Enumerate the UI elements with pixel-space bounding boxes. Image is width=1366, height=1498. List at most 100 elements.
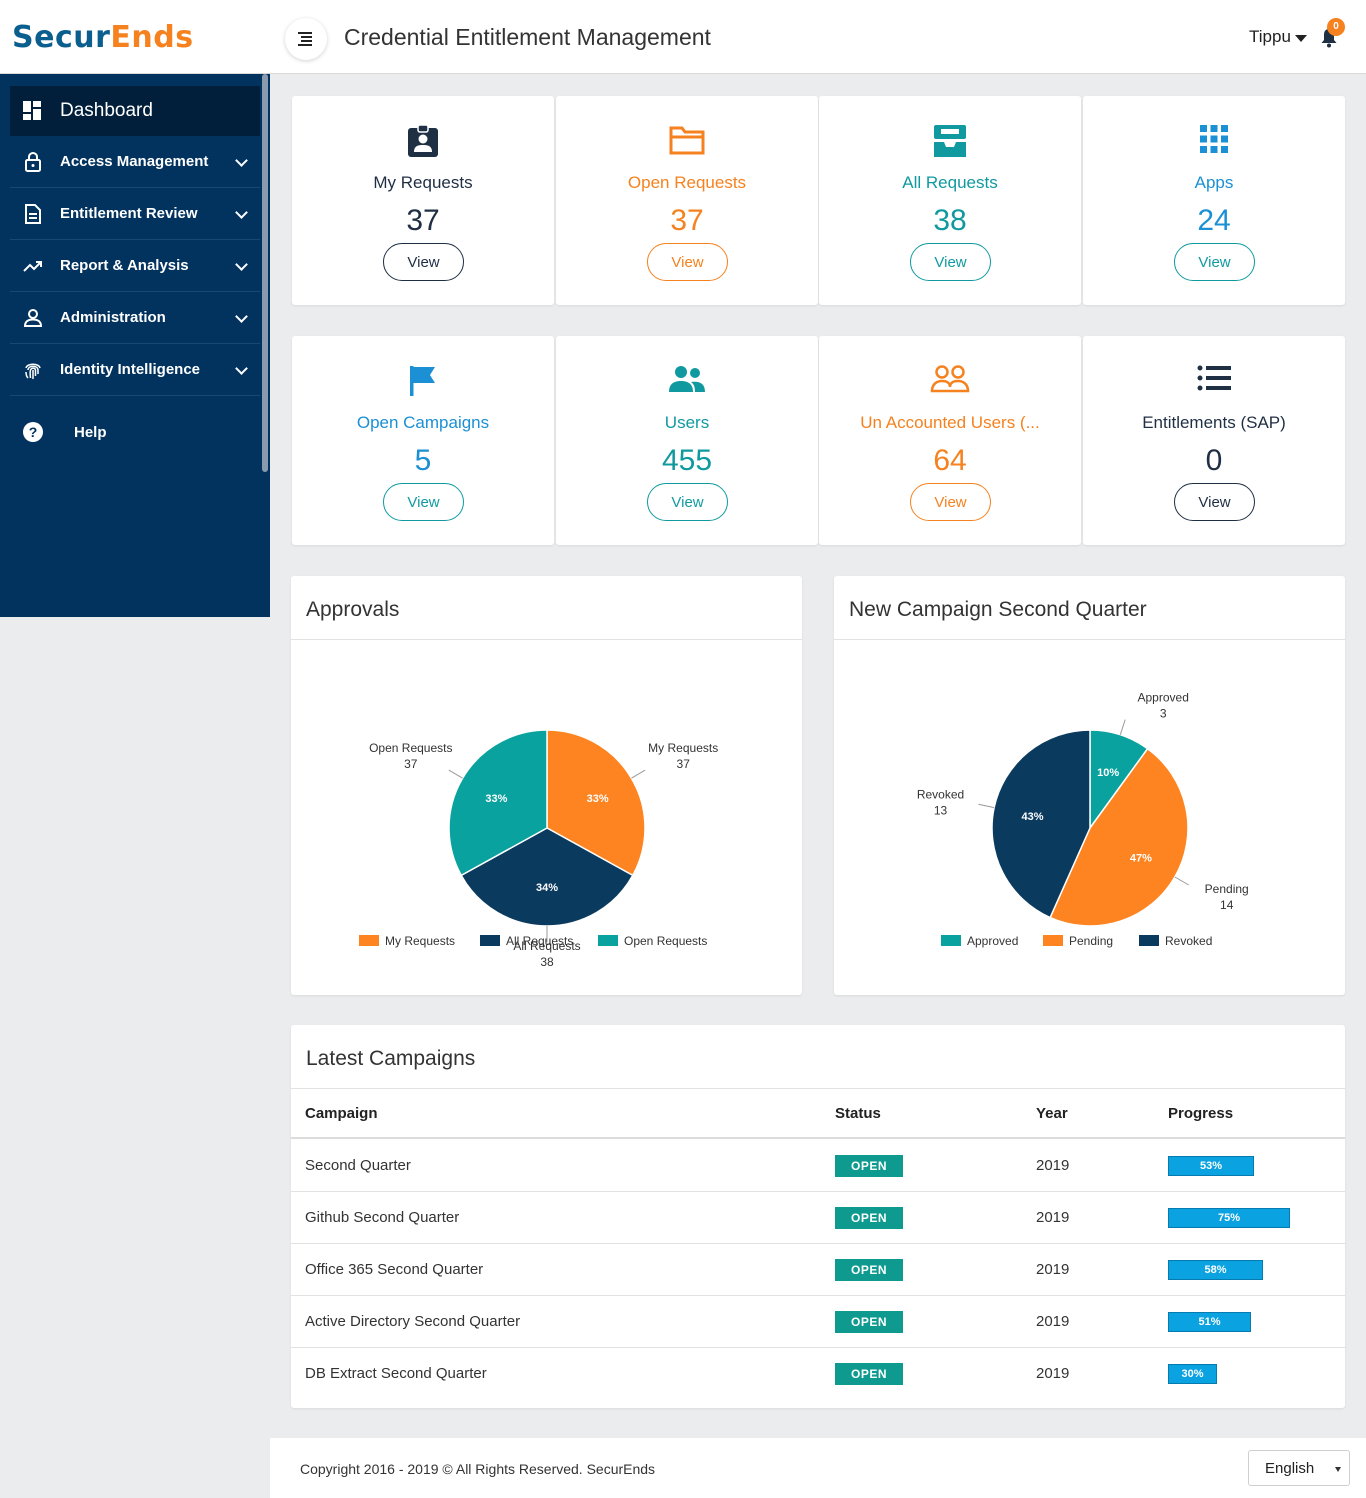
pie-value-label: 14 [1220, 898, 1234, 912]
view-button-apps[interactable]: View [1174, 243, 1255, 281]
view-button-open-campaigns[interactable]: View [383, 483, 464, 521]
progress-bar: 51% [1168, 1312, 1251, 1332]
pie-slice-revoked[interactable] [991, 729, 1091, 919]
status-badge: OPEN [835, 1363, 903, 1385]
pie-percent-label: 43% [1021, 811, 1043, 823]
view-button-users[interactable]: View [647, 483, 728, 521]
copyright-text: Copyright 2016 - 2019 © All Rights Reser… [300, 1461, 656, 1477]
stat-label: Apps [1194, 173, 1234, 192]
stat-value: 37 [670, 204, 704, 237]
table-row[interactable]: Second Quarter OPEN 2019 53% [291, 1140, 1345, 1192]
sidebar-item-label: Help [74, 423, 107, 441]
footer: Copyright 2016 - 2019 © All Rights Reser… [270, 1438, 1366, 1498]
sidebar-item-administration[interactable]: Administration [10, 292, 260, 344]
table-row[interactable]: DB Extract Second Quarter OPEN 2019 30% [291, 1348, 1345, 1400]
top-bar: SecurEnds Credential Entitlement Managem… [0, 0, 1366, 74]
stat-label: Un Accounted Users (... [860, 413, 1040, 432]
table-row[interactable]: Github Second Quarter OPEN 2019 75% [291, 1192, 1345, 1244]
app-title: Credential Entitlement Management [344, 24, 711, 50]
sidebar-item-label: Administration [60, 309, 166, 326]
view-button-open-requests[interactable]: View [647, 243, 728, 281]
sidebar-item-identity-intelligence[interactable]: Identity Intelligence [10, 344, 260, 396]
pie-slice-open-requests[interactable] [448, 729, 548, 877]
sidebar-item-label: Report & Analysis [60, 257, 189, 274]
sidebar-item-report-analysis[interactable]: Report & Analysis [10, 240, 260, 292]
legend-item-my-requests[interactable]: My Requests [359, 934, 455, 948]
legend-item-revoked[interactable]: Revoked [1139, 934, 1212, 948]
legend-item-pending[interactable]: Pending [1043, 934, 1113, 948]
progress-bar: 30% [1168, 1364, 1217, 1384]
pie-slice-my-requests[interactable] [546, 729, 646, 877]
stat-label: Entitlements (SAP) [1142, 413, 1286, 432]
stat-card-unaccounted-users: Un Accounted Users (... 64 View [819, 336, 1081, 545]
menu-toggle-button[interactable] [285, 18, 327, 60]
chevron-down-icon [235, 205, 248, 219]
caret-down-icon[interactable] [1295, 35, 1307, 42]
pie-value-label: 3 [1160, 707, 1167, 721]
legend-item-approved[interactable]: Approved [941, 934, 1018, 948]
language-selected: English [1265, 1460, 1315, 1477]
menu-icon [298, 32, 312, 46]
lock-icon [22, 151, 44, 173]
view-button-entitlements-sap[interactable]: View [1174, 483, 1255, 521]
stat-card-my-requests: My Requests 37 View [292, 96, 554, 305]
sidebar: Dashboard Access Management Entitlement … [0, 74, 270, 617]
view-button-my-requests[interactable]: View [383, 243, 464, 281]
stat-label: Open Campaigns [356, 413, 490, 432]
sidebar-item-label: Dashboard [60, 100, 153, 121]
sidebar-item-label: Access Management [60, 153, 209, 170]
campaign-name: Active Directory Second Quarter [305, 1313, 521, 1330]
column-header-progress[interactable]: Progress [1168, 1105, 1234, 1122]
legend-swatch [480, 935, 500, 946]
legend-label: Pending [1069, 934, 1113, 948]
logo-text-secur: Secur [12, 20, 111, 55]
latest-campaigns-panel: Latest Campaigns Campaign Status Year Pr… [291, 1025, 1345, 1408]
legend-swatch [941, 935, 961, 946]
sidebar-scrollbar[interactable] [262, 74, 268, 472]
pie-value-label: 37 [677, 757, 691, 771]
pie-percent-label: 34% [536, 882, 558, 894]
logo-text-ends: Ends [110, 20, 194, 55]
user-menu[interactable]: Tippu [1249, 27, 1291, 46]
stat-value: 38 [933, 204, 967, 237]
campaign-year: 2019 [1036, 1313, 1070, 1330]
panel-title: Latest Campaigns [306, 1047, 476, 1070]
status-badge: OPEN [835, 1207, 903, 1229]
stat-value: 0 [1205, 444, 1223, 477]
document-icon [22, 203, 44, 225]
language-select[interactable]: English [1248, 1450, 1350, 1486]
legend-label: All Requests [506, 934, 573, 948]
status-badge: OPEN [835, 1155, 903, 1177]
list-icon [1083, 364, 1345, 398]
pie-slice-pending[interactable] [1049, 747, 1189, 927]
trend-icon [22, 255, 44, 277]
pie-leader-line [1119, 719, 1126, 735]
panel-title: Approvals [306, 598, 400, 621]
stat-value: 455 [661, 444, 713, 477]
sidebar-item-dashboard[interactable]: Dashboard [10, 86, 260, 136]
legend-item-all-requests[interactable]: All Requests [480, 934, 573, 948]
column-header-year[interactable]: Year [1036, 1105, 1068, 1122]
sidebar-item-label: Entitlement Review [60, 205, 198, 222]
legend-item-open-requests[interactable]: Open Requests [598, 934, 707, 948]
view-button-all-requests[interactable]: View [910, 243, 991, 281]
chevron-down-icon [235, 309, 248, 323]
campaign-chart-panel: New Campaign Second Quarter 10% Approved 3… [834, 576, 1345, 995]
sidebar-item-access-management[interactable]: Access Management [10, 136, 260, 188]
legend-label: Open Requests [624, 934, 707, 948]
legend-label: My Requests [385, 934, 455, 948]
column-header-status[interactable]: Status [835, 1105, 881, 1122]
view-button-unaccounted-users[interactable]: View [910, 483, 991, 521]
stat-card-apps: Apps 24 View [1083, 96, 1345, 305]
help-icon: ? [22, 421, 44, 443]
campaign-name: DB Extract Second Quarter [305, 1365, 487, 1382]
securends-logo[interactable]: SecurEnds [12, 20, 194, 55]
sidebar-item-help[interactable]: ? Help [10, 410, 260, 454]
apps-grid-icon [1083, 124, 1345, 158]
column-header-campaign[interactable]: Campaign [305, 1105, 378, 1122]
table-row[interactable]: Office 365 Second Quarter OPEN 2019 58% [291, 1244, 1345, 1296]
sidebar-item-entitlement-review[interactable]: Entitlement Review [10, 188, 260, 240]
table-header: Campaign Status Year Progress [291, 1089, 1345, 1139]
pie-percent-label: 47% [1130, 852, 1152, 864]
table-row[interactable]: Active Directory Second Quarter OPEN 201… [291, 1296, 1345, 1348]
